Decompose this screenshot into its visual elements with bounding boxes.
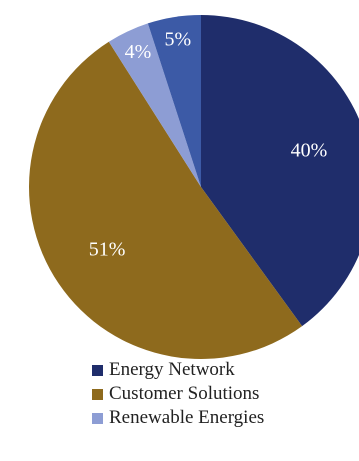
legend-swatch-renewable-energies [92,412,103,424]
pie-slice-slice-4 [147,15,201,187]
pie-slice-customer-solutions [28,41,303,360]
legend-item-energy-network: Energy Network [92,358,264,382]
legend: Energy Network Customer Solutions Renewa… [92,358,264,430]
slice-label-slice-4: 5% [165,28,192,50]
legend-label-customer-solutions: Customer Solutions [109,383,260,404]
legend-label-energy-network: Energy Network [109,359,235,380]
pie-slices [28,15,359,360]
legend-label-renewable-energies: Renewable Energies [109,407,265,428]
slice-label-energy-network: 40% [291,140,328,162]
legend-swatch-customer-solutions [92,388,103,400]
pie-slice-renewable-energies [108,23,201,188]
legend-item-renewable-energies: Renewable Energies [92,406,264,430]
slice-label-renewable-energies: 4% [125,41,152,63]
pie-slice-energy-network [201,15,359,327]
slice-label-customer-solutions: 51% [89,238,126,260]
legend-swatch-energy-network [92,364,103,376]
legend-item-customer-solutions: Customer Solutions [92,382,264,406]
slice-labels: 40% 51% 4% 5% [89,28,328,260]
